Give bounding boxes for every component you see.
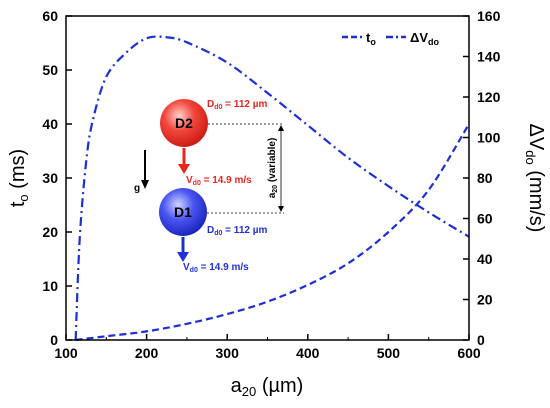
y-right-tick-label-60: 60	[477, 211, 493, 227]
legend-label-delta-v-do: ΔVdo	[410, 30, 440, 47]
series-line-0	[75, 123, 470, 342]
y-left-tick-label-60: 60	[42, 8, 58, 24]
y-right-tick-label-40: 40	[477, 251, 493, 267]
y-right-tick-label-0: 0	[477, 332, 485, 348]
plot-frame	[65, 15, 470, 341]
y-left-tick-label-20: 20	[42, 224, 58, 240]
droplet-schematic: D2 Dd0 = 112 µm Vd0 = 14.9 m/s D1 Dd0 = …	[134, 99, 284, 274]
droplet-d1-diameter: Dd0 = 112 µm	[207, 225, 267, 237]
x-tick-label-200: 200	[135, 345, 159, 361]
droplet-d2-diameter: Dd0 = 112 µm	[207, 99, 267, 111]
x-tick-label-500: 500	[377, 345, 401, 361]
tick-labels: 100 200 300 400 500 6000102030405060020406080…	[42, 8, 500, 361]
y-left-tick-label-10: 10	[42, 278, 58, 294]
series-line-1	[74, 35, 470, 341]
droplet-d1-arrowhead	[177, 252, 189, 262]
y-right-tick-label-160: 160	[477, 8, 501, 24]
series-layer	[74, 35, 470, 342]
legend-label-t-o: to	[366, 30, 376, 47]
gravity-label: g	[134, 183, 140, 194]
x-tick-label-400: 400	[296, 345, 320, 361]
x-tick-label-100: 100	[54, 345, 78, 361]
y-left-tick-label-30: 30	[42, 170, 58, 186]
y-left-tick-label-0: 0	[50, 332, 58, 348]
droplet-d1-label: D1	[174, 204, 192, 220]
y-right-axis-title: ΔVdo (mm/s)	[523, 124, 547, 233]
droplet-d2-arrowhead	[178, 164, 190, 174]
y-right-tick-label-20: 20	[477, 292, 493, 308]
x-tick-label-300: 300	[216, 345, 240, 361]
spacing-arrowhead-bottom	[278, 206, 284, 212]
spacing-label: a20 (variable)	[267, 138, 279, 199]
droplet-d2	[160, 99, 208, 147]
y-right-tick-label-120: 120	[477, 89, 501, 105]
y-left-axis-title: to (ms)	[7, 149, 31, 207]
x-axis-title: a20 (µm)	[231, 375, 304, 399]
legend: to ΔVdo	[342, 30, 440, 47]
x-tick-label-600: 600	[457, 345, 481, 361]
y-left-tick-label-40: 40	[42, 116, 58, 132]
gravity-arrowhead	[141, 180, 149, 189]
y-right-tick-label-80: 80	[477, 170, 493, 186]
y-right-tick-label-100: 100	[477, 130, 501, 146]
droplet-d1-velocity: Vd0 = 14.9 m/s	[183, 262, 249, 274]
droplet-d1	[159, 188, 207, 236]
droplet-d2-velocity: Vd0 = 14.9 m/s	[186, 175, 252, 187]
y-left-tick-label-50: 50	[42, 62, 58, 78]
y-right-tick-label-140: 140	[477, 49, 501, 65]
droplet-d2-label: D2	[175, 115, 193, 131]
spacing-arrowhead-top	[278, 125, 284, 131]
